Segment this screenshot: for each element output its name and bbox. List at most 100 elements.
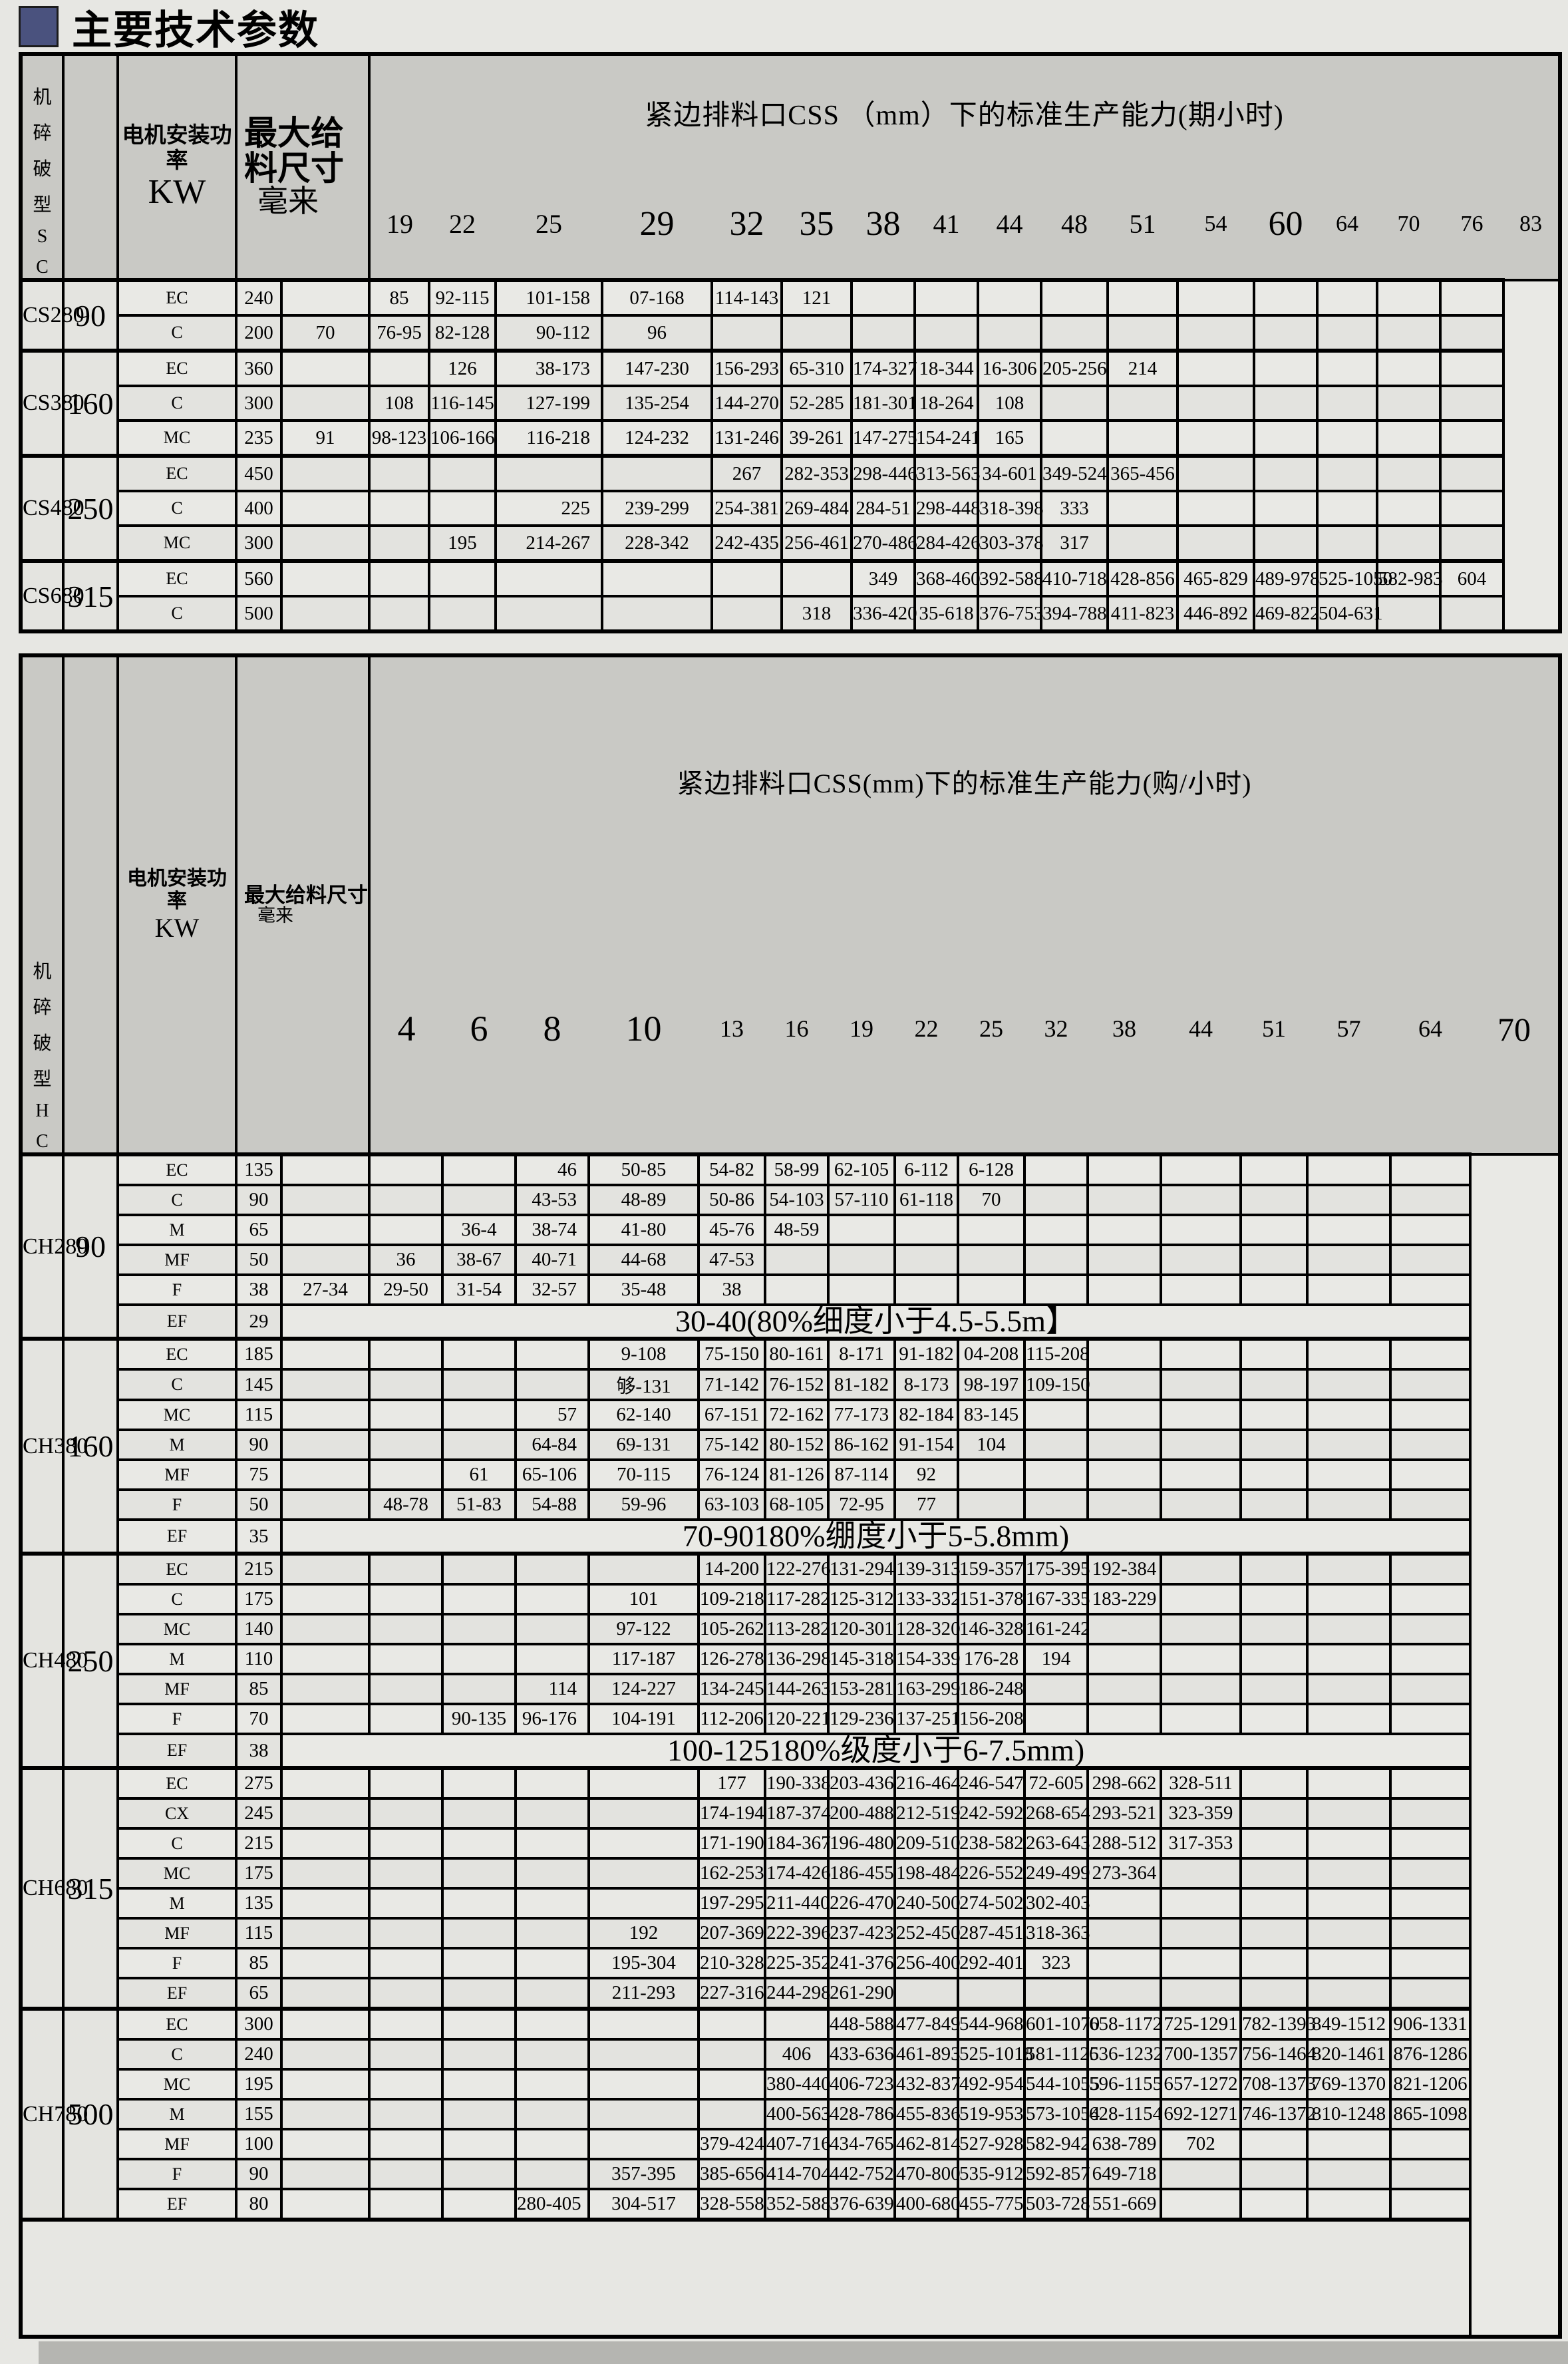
capacity-cell: 428-786 xyxy=(827,2098,896,2130)
css-column-10: 10 xyxy=(589,905,699,1156)
capacity-cell: 127-199 xyxy=(494,385,603,422)
capacity-cell: 177 xyxy=(697,1766,766,1800)
capacity-cell xyxy=(494,595,603,633)
capacity-cell: 14-200 xyxy=(697,1552,766,1586)
chamber-type-cell: EF xyxy=(116,1303,237,1340)
css-column-70: 70 xyxy=(1470,905,1561,1156)
capacity-cell: 292-401 xyxy=(957,1947,1026,1979)
capacity-cell: 29-50 xyxy=(368,1273,444,1306)
capacity-cell xyxy=(1306,1827,1392,1860)
capacity-cell xyxy=(280,1703,371,1735)
tables-container: 机碎破型 S C 电机安装功率 KW 最大给料尺寸 毫来 紧边排料口CSS （mm）下的标准生… xyxy=(0,52,1568,2339)
capacity-cell xyxy=(1389,1917,1472,1949)
table-row-CH480-M: M 110 117-187 126-278 136-298 145-318 154-339 1… xyxy=(21,1643,1560,1675)
css-column-76: 76 xyxy=(1440,170,1503,281)
power-cell-CS380: 160 xyxy=(62,349,119,457)
capacity-cell xyxy=(1239,1947,1309,1979)
capacity-cell xyxy=(1253,490,1319,527)
capacity-cell: 92 xyxy=(893,1458,959,1491)
chamber-type-cell: C xyxy=(116,385,237,422)
capacity-cell xyxy=(368,1887,444,1920)
capacity-cell xyxy=(368,2158,444,2190)
capacity-cell xyxy=(514,1337,590,1371)
capacity-cell: 200-488 xyxy=(827,1797,896,1830)
capacity-cell: 81-126 xyxy=(764,1458,830,1491)
sidebar-char: 机 xyxy=(33,961,52,982)
capacity-cell xyxy=(368,1399,444,1431)
capacity-cell xyxy=(368,1583,444,1615)
capacity-cell xyxy=(1239,1613,1309,1645)
capacity-cell: 98-123 xyxy=(368,419,430,457)
capacity-cell xyxy=(587,1857,700,1890)
capacity-cell: 75-142 xyxy=(697,1429,766,1461)
capacity-cell: 376-753 xyxy=(977,595,1044,633)
capacity-cell xyxy=(368,1552,444,1586)
css-column-41: 41 xyxy=(915,170,978,281)
capacity-cell: 91-182 xyxy=(893,1337,959,1371)
table-body: CH280 90 EC 135 46 50-85 54-82 58-99 62-105 6-112… xyxy=(19,1152,1560,2338)
capacity-cell: 65-310 xyxy=(780,349,853,387)
capacity-cell: 256-400 xyxy=(893,1947,961,1979)
capacity-cell: 124-227 xyxy=(587,1673,700,1705)
table-row-CH380-MF: MF 75 61 65-106 70-115 76-124 81-126 87-114 92 xyxy=(21,1458,1560,1491)
css-column-16: 16 xyxy=(765,905,828,1156)
capacity-cell: 46 xyxy=(514,1152,590,1186)
capacity-cell: 203-436 xyxy=(827,1766,896,1800)
capacity-cell: 284-426 xyxy=(913,524,981,562)
capacity-cell: 284-51 xyxy=(850,490,916,527)
empty-tail-cell xyxy=(19,2218,1472,2338)
capacity-cell xyxy=(1376,454,1442,492)
capacity-cell: 159-357 xyxy=(957,1552,1026,1586)
model-cell-CS380: CS380 xyxy=(19,349,84,457)
capacity-cell xyxy=(368,1152,444,1186)
chamber-type-cell: C xyxy=(116,595,237,633)
capacity-cell: 8-171 xyxy=(827,1337,896,1371)
capacity-cell: 175-395 xyxy=(1023,1552,1090,1586)
capacity-cell xyxy=(1376,349,1442,387)
capacity-cell xyxy=(1306,1947,1392,1979)
chamber-type-cell: EC xyxy=(116,278,237,317)
capacity-cell: 442-752 xyxy=(827,2158,896,2190)
capacity-cell xyxy=(441,2158,517,2190)
capacity-cell: 38-74 xyxy=(514,1214,590,1246)
capacity-cell xyxy=(1389,1552,1472,1586)
capacity-cell xyxy=(1316,278,1378,317)
capacity-cell: 288-512 xyxy=(1086,1827,1162,1860)
capacity-cell xyxy=(1306,1917,1392,1949)
capacity-cell: 153-281 xyxy=(827,1673,896,1705)
chamber-type-cell: F xyxy=(116,1947,237,1979)
capacity-cell xyxy=(1160,1458,1242,1491)
capacity-cell: 782-1393 xyxy=(1239,2007,1316,2041)
css-column-38: 38 xyxy=(852,170,915,281)
capacity-cell: 83-145 xyxy=(957,1399,1026,1431)
capacity-cell: 227-316 xyxy=(697,1977,766,2010)
capacity-cell: 154-339 xyxy=(893,1643,961,1675)
header-row-css-columns: 4 6 8 10 13 16 19 22 25 32 38 44 51 57 64 70 xyxy=(21,905,1561,1156)
capacity-cell: 137-251 xyxy=(893,1703,961,1735)
capacity-cell xyxy=(1040,419,1109,457)
power-header-unit: KW xyxy=(148,173,206,212)
capacity-cell xyxy=(1160,1184,1242,1216)
capacity-cell xyxy=(1176,385,1255,422)
power-cell-CS280: 90 xyxy=(62,278,119,352)
capacity-cell xyxy=(587,2038,700,2071)
capacity-cell xyxy=(710,314,783,352)
capacity-cell: 134-245 xyxy=(697,1673,766,1705)
capacity-cell xyxy=(280,1977,371,2010)
capacity-cell xyxy=(1389,1613,1472,1645)
capacity-cell: 65-106 xyxy=(514,1458,590,1491)
table-row-CS480-MC: MC 300 195 214-267 228-342 242-435 256-461 270-… xyxy=(21,524,1560,562)
capacity-cell xyxy=(1176,278,1255,317)
capacity-cell xyxy=(514,2038,590,2071)
capacity-cell xyxy=(1306,2128,1392,2160)
capacity-cell xyxy=(1023,1273,1089,1306)
capacity-cell: 228-342 xyxy=(601,524,713,562)
capacity-cell xyxy=(587,2068,700,2101)
capacity-cell: 261-290 xyxy=(827,1977,896,2010)
capacity-cell: 32-57 xyxy=(514,1273,590,1306)
capacity-cell: 269-484 xyxy=(780,490,853,527)
capacity-cell xyxy=(368,2038,444,2071)
table-row-CH480-C: C 175 101 109-218 117-282 125-312 133-332 151-3… xyxy=(21,1583,1560,1615)
capacity-cell xyxy=(280,1337,371,1371)
